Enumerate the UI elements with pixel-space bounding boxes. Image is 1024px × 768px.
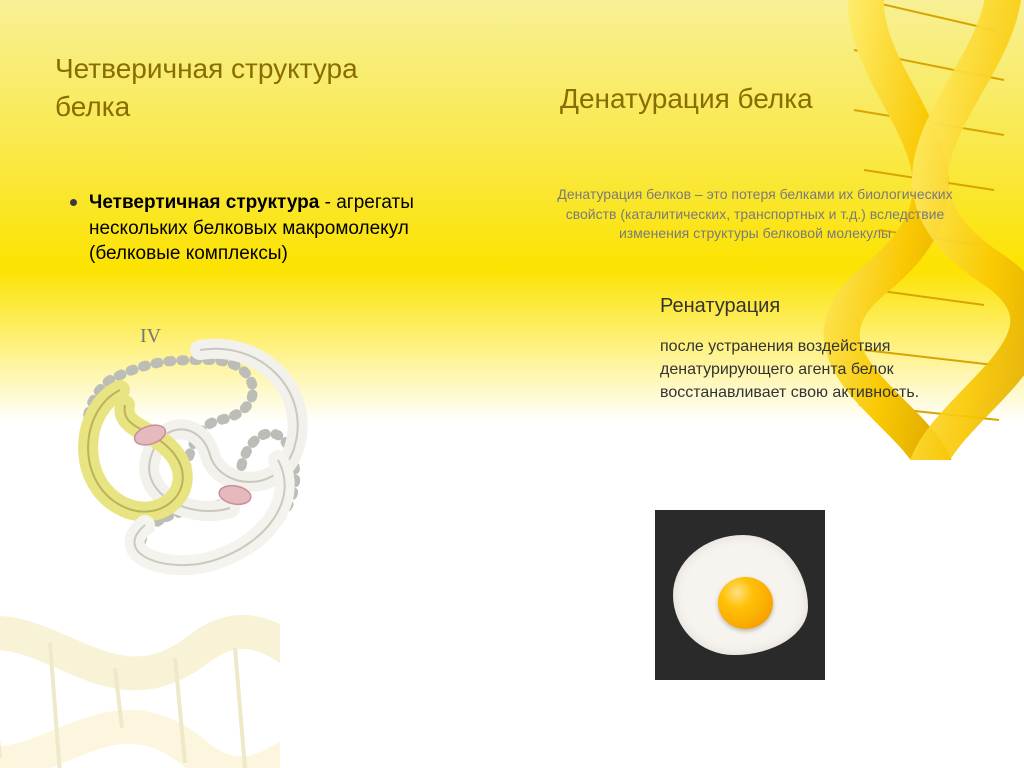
egg-white-shape [673,535,808,655]
protein-structure-illustration [50,320,350,580]
renaturation-subtitle: Ренатурация [660,295,780,318]
left-body-text: Четвертичная структура - агрегаты нескол… [70,190,450,267]
renaturation-body: после устранения воздействия денатурирую… [660,335,920,405]
dna-decoration-bottom-left [0,608,280,768]
left-body-lead: Четвертичная структура [89,192,319,213]
slide: Четверичная структура белка Денатурация … [0,0,1024,768]
denaturation-description: Денатурация белков – это потеря белками … [540,185,970,244]
fried-egg-image [655,510,825,680]
egg-yolk-shape [718,577,773,629]
bullet-dot [70,199,77,206]
left-body-content: Четвертичная структура - агрегаты нескол… [89,190,450,267]
title-right: Денатурация белка [560,80,960,118]
title-left: Четверичная структура белка [55,50,435,126]
